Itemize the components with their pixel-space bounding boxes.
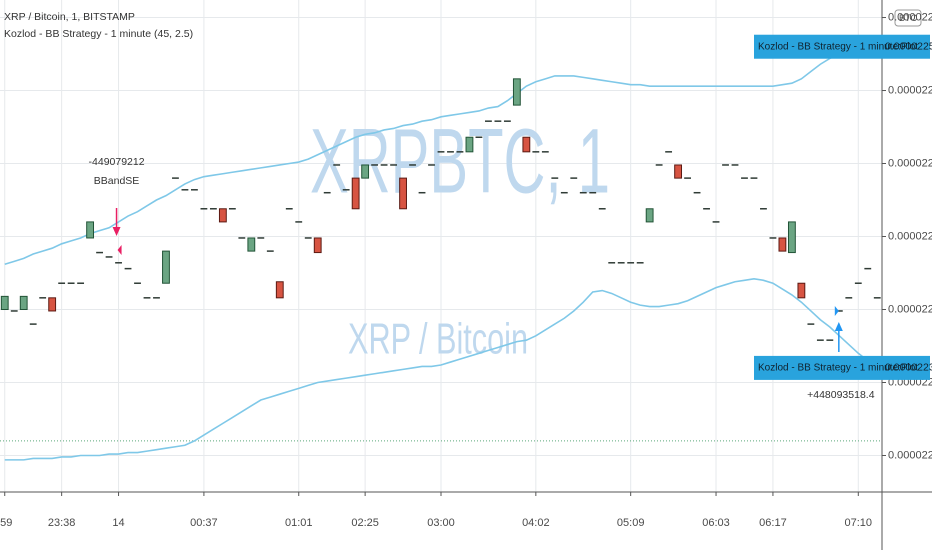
candle	[351, 177, 360, 210]
candle	[0, 295, 9, 311]
signal-marker	[117, 245, 122, 255]
y-tick-label: 0.00002260	[888, 11, 932, 23]
candle	[465, 136, 474, 153]
candle	[797, 282, 806, 299]
watermark-subtitle: XRP / Bitcoin	[348, 315, 528, 364]
x-tick-label: 03:00	[427, 517, 455, 529]
currency-badge-box	[894, 9, 922, 27]
candle	[399, 177, 407, 210]
x-tick-label: 01:01	[285, 517, 313, 529]
band-line	[4, 278, 878, 461]
x-tick-label: :59	[0, 517, 12, 529]
candle	[247, 237, 256, 252]
x-tick-label: 07:10	[845, 517, 873, 529]
watermark: XRPBTC, 1	[310, 110, 610, 212]
candle	[512, 78, 521, 106]
last-value-name: Kozlod - BB Strategy - 1 minute:Plot	[758, 363, 918, 374]
signal-text: +448093518.4	[807, 389, 875, 401]
candle	[787, 221, 796, 254]
currency-badge: BTC	[899, 13, 918, 23]
grid	[0, 0, 882, 492]
candle	[19, 295, 28, 311]
signal-arrow-head	[834, 322, 843, 331]
candle	[218, 208, 227, 223]
chart-title: XRP / Bitcoin, 1, BITSTAMP	[4, 11, 135, 23]
y-tick-label: 0.00002250	[888, 157, 932, 169]
signal-arrow-head	[112, 227, 121, 236]
y-tick-label: 0.00002255	[888, 84, 932, 96]
candle	[522, 136, 531, 153]
x-tick-label: 14	[112, 517, 124, 529]
candle	[313, 237, 322, 254]
candle	[361, 164, 370, 179]
last-value-box	[754, 34, 930, 59]
candle	[275, 281, 284, 299]
x-tick-label: 05:09	[617, 517, 645, 529]
signal-marker	[834, 306, 839, 316]
x-tick-label: 02:25	[351, 517, 379, 529]
x-tick-label: 04:02	[522, 517, 550, 529]
x-tick-label: 06:03	[702, 517, 730, 529]
last-value-name: Kozlod - BB Strategy - 1 minute:Plot	[758, 41, 918, 52]
candle	[645, 208, 654, 223]
candle	[86, 221, 95, 239]
signal-text: -449079212	[89, 156, 145, 168]
indicator-legend: Kozlod - BB Strategy - 1 minute (45, 2.5…	[4, 28, 193, 40]
candle	[48, 297, 57, 312]
x-tick-label: 06:17	[759, 517, 787, 529]
last-value-box	[754, 355, 930, 380]
signal-label: BBandSE	[94, 175, 140, 187]
x-tick-label: 00:37	[190, 517, 218, 529]
axes: 0.000022300.000022350.000022400.00002245…	[0, 11, 932, 528]
y-tick-label: 0.00002240	[888, 303, 932, 315]
candle	[162, 250, 170, 284]
last-value-label: 0.00002258	[885, 40, 932, 52]
plot-area: -449079212 BBandSE +448093518.4	[0, 45, 881, 461]
candle	[778, 237, 787, 252]
y-tick-label: 0.00002245	[888, 230, 932, 242]
y-tick-label: 0.00002230	[888, 449, 932, 461]
x-tick-label: 23:38	[48, 517, 76, 529]
band-line	[4, 45, 878, 266]
last-value-label: 0.00002236	[885, 362, 932, 374]
candle	[674, 164, 683, 179]
